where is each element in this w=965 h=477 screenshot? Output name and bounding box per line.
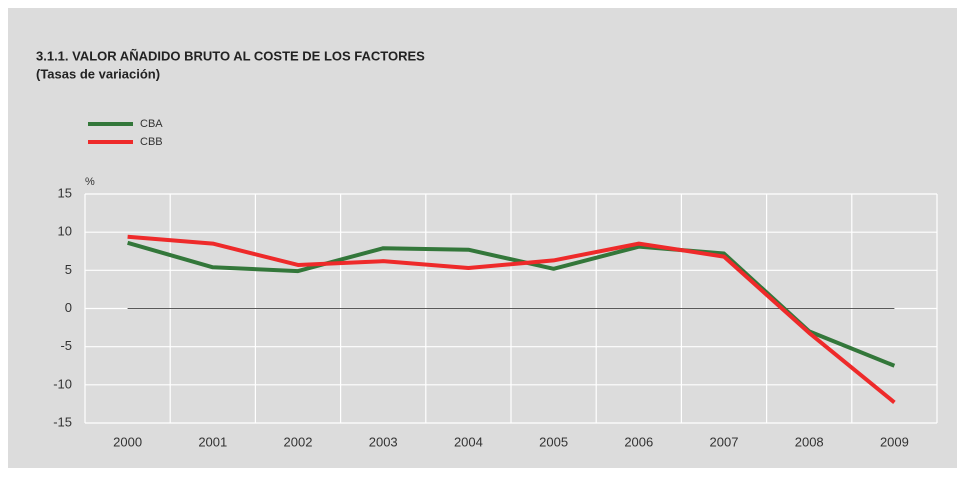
legend-label: CBA — [140, 118, 163, 130]
legend-label: CBB — [140, 136, 163, 148]
x-tick-label: 2009 — [880, 434, 909, 449]
y-tick-label: -10 — [53, 376, 72, 391]
y-axis-label: % — [85, 176, 95, 188]
x-tick-label: 2008 — [795, 434, 824, 449]
x-tick-label: 2001 — [198, 434, 227, 449]
x-tick-label: 2005 — [539, 434, 568, 449]
y-tick-label: -15 — [53, 414, 72, 429]
y-tick-label: 5 — [65, 262, 72, 277]
x-tick-label: 2003 — [369, 434, 398, 449]
x-tick-label: 2006 — [624, 434, 653, 449]
x-tick-label: 2004 — [454, 434, 483, 449]
series-line — [127, 234, 896, 404]
chart-title: 3.1.1. VALOR AÑADIDO BRUTO AL COSTE DE L… — [36, 48, 425, 63]
y-tick-label: 15 — [58, 185, 72, 200]
x-tick-label: 2000 — [113, 434, 142, 449]
x-tick-label: 2007 — [710, 434, 739, 449]
chart-subtitle: (Tasas de variación) — [36, 66, 160, 81]
y-tick-label: 0 — [65, 300, 72, 315]
y-tick-label: -5 — [60, 338, 72, 353]
x-tick-label: 2002 — [284, 434, 313, 449]
y-tick-label: 10 — [58, 224, 72, 239]
